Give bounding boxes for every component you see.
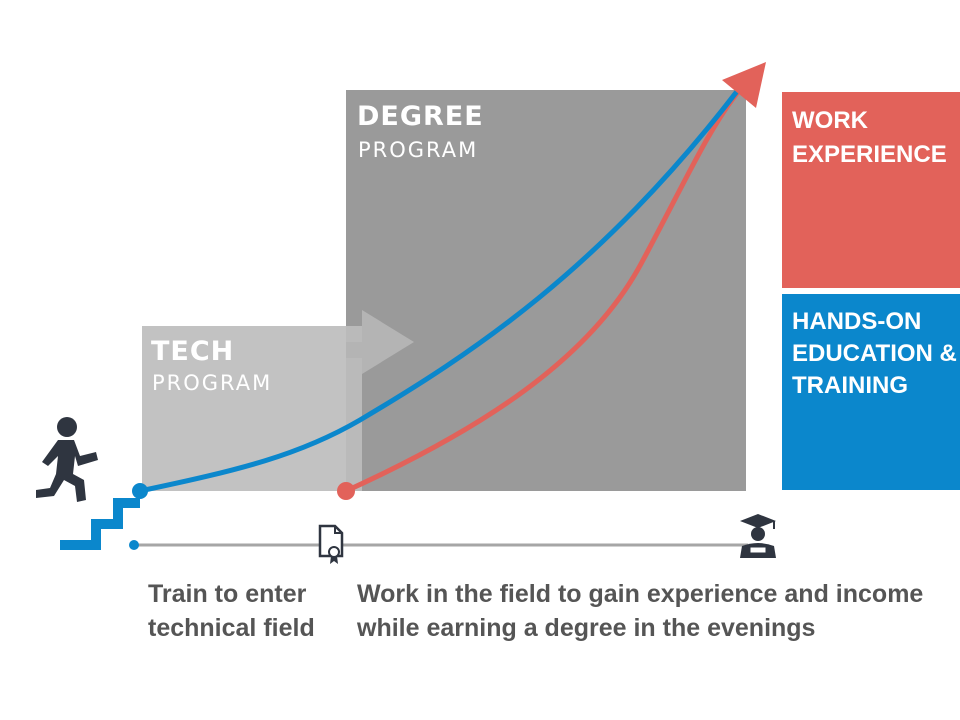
stairs-icon [60,498,140,550]
tech-arrow-shape [346,310,414,374]
education-label-line1: HANDS-ON [792,308,922,335]
tech-title: TECH [151,336,235,367]
education-curve [139,88,740,494]
work-experience-curve [344,90,740,494]
person-climbing-icon [36,417,98,502]
curve-arrow-head [722,62,766,108]
work-experience-panel: WORK EXPERIENCE [782,92,960,288]
graduate-icon [740,514,776,558]
education-start-dot [132,483,148,499]
caption-right-line1: Work in the field to gain experience and… [357,580,924,608]
timeline-start-dot [129,540,139,550]
degree-subtitle: PROGRAM [358,138,479,162]
tech-subtitle: PROGRAM [152,371,273,395]
education-panel: HANDS-ON EDUCATION & TRAINING [782,294,960,490]
degree-title: DEGREE [357,101,484,132]
caption-left-line2: technical field [148,614,315,642]
work-label-line1: WORK [792,107,868,134]
education-label-line2: EDUCATION & [792,340,957,367]
education-label-line3: TRAINING [792,372,908,399]
caption-right-line2: while earning a degree in the evenings [357,614,816,642]
work-label-line2: EXPERIENCE [792,141,947,168]
certificate-icon [318,524,344,564]
work-start-dot [337,482,355,500]
caption-left-line1: Train to enter [148,580,307,608]
